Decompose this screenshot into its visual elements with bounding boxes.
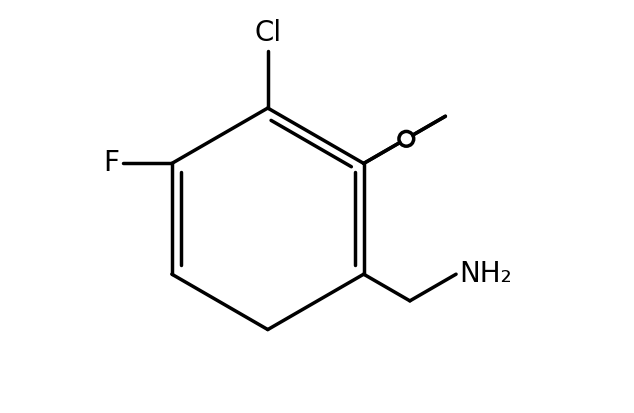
- Text: F: F: [103, 150, 119, 178]
- Text: NH₂: NH₂: [460, 260, 512, 288]
- Text: Cl: Cl: [254, 19, 281, 47]
- Circle shape: [399, 131, 414, 146]
